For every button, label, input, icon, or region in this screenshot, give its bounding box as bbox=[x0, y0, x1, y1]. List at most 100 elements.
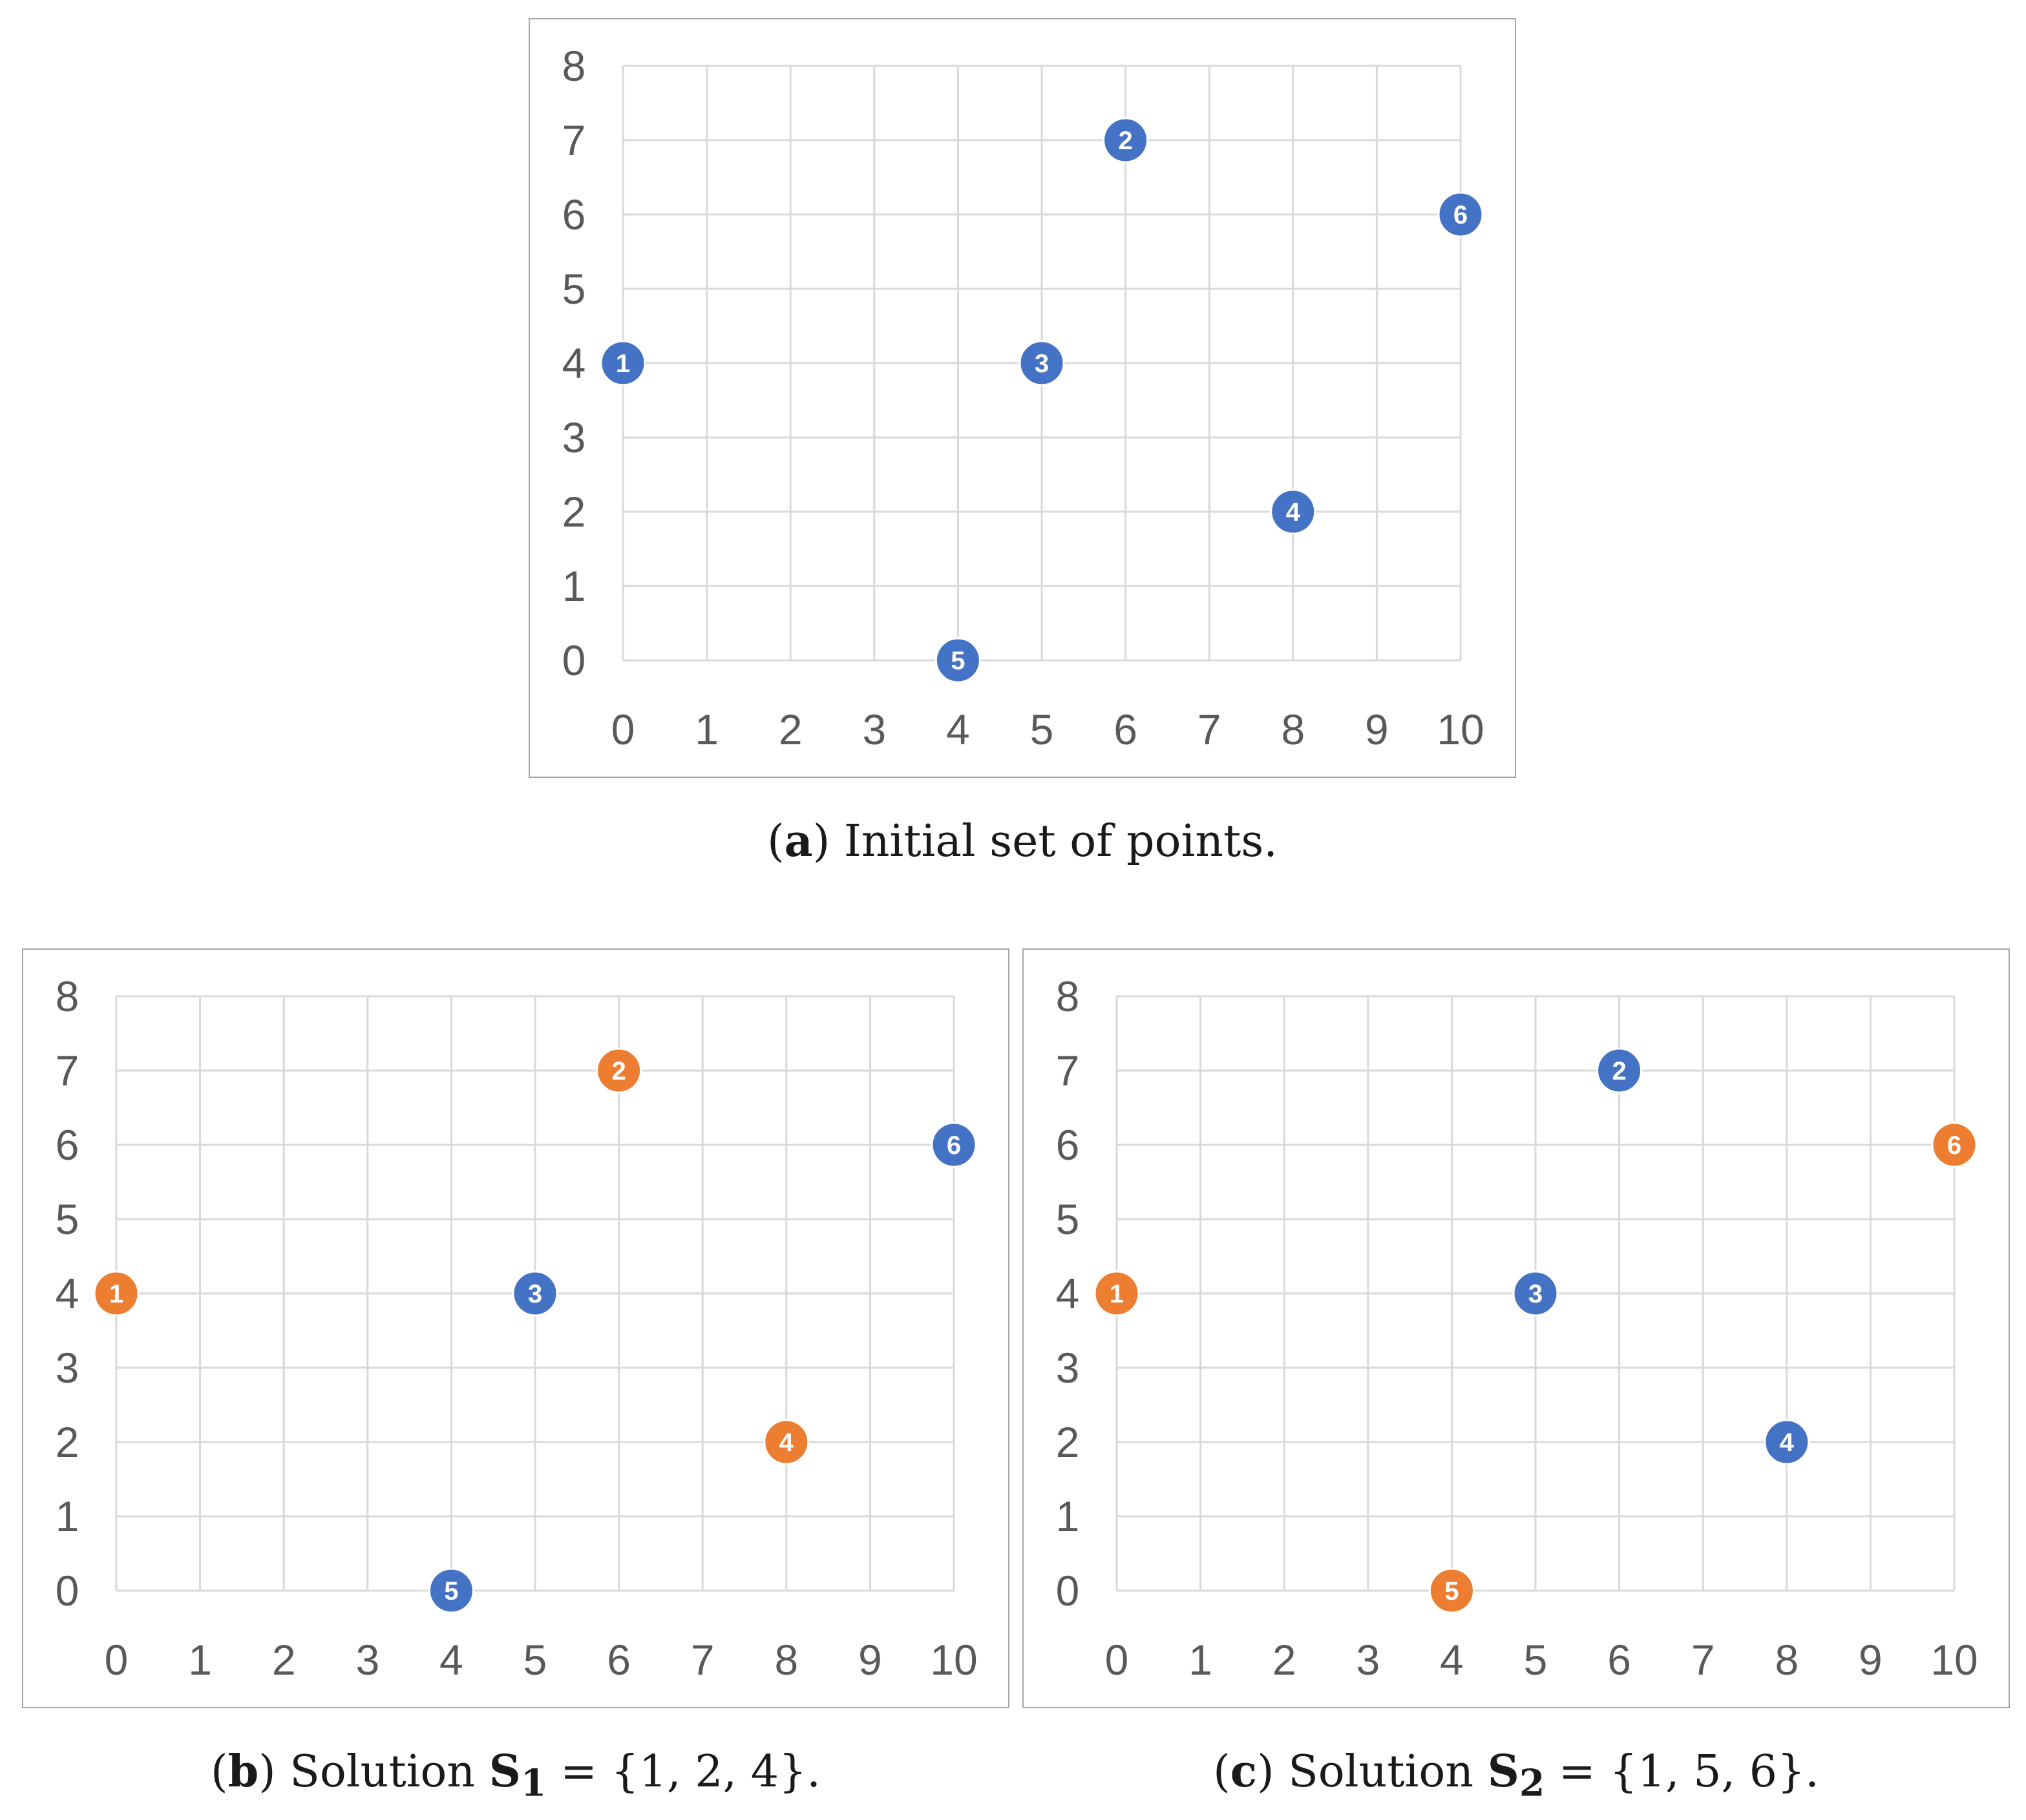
caption-c: (c) Solution S2 = {1, 5, 6}. bbox=[1213, 1746, 1819, 1805]
data-point-5: 5 bbox=[1428, 1567, 1475, 1614]
x-tick-label: 3 bbox=[862, 706, 886, 753]
data-point-label: 6 bbox=[947, 1131, 961, 1160]
y-tick-label: 8 bbox=[562, 42, 586, 90]
data-point-label: 3 bbox=[1528, 1280, 1543, 1308]
data-point-2: 2 bbox=[1103, 117, 1149, 163]
x-tick-label: 5 bbox=[1524, 1636, 1548, 1684]
data-point-4: 4 bbox=[1270, 488, 1316, 535]
x-tick-label: 0 bbox=[1105, 1636, 1129, 1684]
data-point-label: 2 bbox=[1612, 1057, 1626, 1085]
data-point-marker bbox=[428, 1567, 474, 1614]
data-point-marker bbox=[1093, 1270, 1140, 1317]
data-point-marker bbox=[596, 1047, 642, 1094]
x-tick-label: 10 bbox=[930, 1636, 977, 1684]
y-tick-label: 7 bbox=[1056, 1047, 1080, 1094]
data-point-6: 6 bbox=[1931, 1122, 1978, 1168]
data-point-marker bbox=[1018, 340, 1065, 386]
x-tick-label: 6 bbox=[607, 1636, 631, 1684]
y-tick-label: 4 bbox=[1056, 1270, 1080, 1317]
grid-lines bbox=[622, 65, 1462, 662]
chart-panel-c: 0 1 2 3 4 5 6 7 8 9 10 0 1 2 3 4 5 6 7 8 1 2 3 4 5 6 bbox=[1022, 948, 2010, 1708]
x-tick-label: 8 bbox=[1281, 706, 1305, 753]
x-tick-label: 5 bbox=[1030, 706, 1054, 753]
x-tick-label: 4 bbox=[946, 706, 970, 753]
y-tick-label: 8 bbox=[56, 972, 79, 1020]
x-tick-label: 1 bbox=[1188, 1636, 1212, 1684]
x-tick-label: 2 bbox=[1272, 1636, 1296, 1684]
data-point-6: 6 bbox=[931, 1122, 977, 1168]
data-point-4: 4 bbox=[1764, 1419, 1810, 1465]
data-point-marker bbox=[934, 637, 981, 684]
data-point-1: 1 bbox=[93, 1270, 140, 1317]
data-point-label: 4 bbox=[1286, 498, 1301, 527]
x-tick-label: 9 bbox=[1859, 1636, 1883, 1684]
chart-a-svg: 0 1 2 3 4 5 6 7 8 9 10 0 1 2 3 4 5 6 7 8 1 2 3 4 5 6 bbox=[562, 42, 1484, 753]
data-point-1: 1 bbox=[1093, 1270, 1140, 1317]
y-tick-label: 0 bbox=[1056, 1567, 1080, 1615]
y-tick-label: 7 bbox=[562, 116, 586, 164]
y-tick-label: 1 bbox=[562, 562, 586, 610]
data-point-marker bbox=[1270, 488, 1316, 535]
y-tick-label: 5 bbox=[562, 265, 586, 313]
data-point-3: 3 bbox=[1018, 340, 1065, 386]
data-point-3: 3 bbox=[1512, 1270, 1559, 1317]
y-tick-label: 6 bbox=[56, 1121, 79, 1169]
data-point-label: 2 bbox=[1118, 127, 1132, 155]
data-point-marker bbox=[1428, 1567, 1475, 1614]
data-point-marker bbox=[1764, 1419, 1810, 1465]
data-point-marker bbox=[93, 1270, 140, 1317]
data-point-marker bbox=[1437, 191, 1484, 238]
caption-b: (b) Solution S1 = {1, 2, 4}. bbox=[211, 1746, 821, 1805]
data-point-2: 2 bbox=[596, 1047, 642, 1094]
chart-b-svg: 0 1 2 3 4 5 6 7 8 9 10 0 1 2 3 4 5 6 7 8 1 2 3 4 5 6 bbox=[56, 972, 978, 1684]
data-point-label: 5 bbox=[951, 647, 965, 675]
data-point-marker bbox=[512, 1270, 558, 1317]
y-tick-label: 1 bbox=[1056, 1492, 1080, 1540]
data-point-label: 4 bbox=[1780, 1428, 1795, 1457]
x-tick-label: 8 bbox=[774, 1636, 798, 1684]
data-point-6: 6 bbox=[1437, 191, 1484, 238]
x-tick-label: 0 bbox=[105, 1636, 129, 1684]
data-point-marker bbox=[600, 340, 646, 386]
x-tick-label: 2 bbox=[272, 1636, 296, 1684]
chart-c-svg: 0 1 2 3 4 5 6 7 8 9 10 0 1 2 3 4 5 6 7 8 1 2 3 4 5 6 bbox=[1056, 972, 1978, 1684]
data-point-marker bbox=[1512, 1270, 1559, 1317]
x-tick-label: 6 bbox=[1113, 706, 1137, 753]
x-tick-label: 1 bbox=[188, 1636, 212, 1684]
x-tick-label: 5 bbox=[523, 1636, 547, 1684]
data-point-label: 3 bbox=[1035, 350, 1049, 378]
x-tick-label: 10 bbox=[1930, 1636, 1978, 1684]
data-point-2: 2 bbox=[1596, 1047, 1643, 1094]
data-point-label: 5 bbox=[444, 1577, 458, 1606]
y-tick-label: 0 bbox=[562, 636, 586, 684]
x-tick-label: 3 bbox=[355, 1636, 379, 1684]
data-point-label: 6 bbox=[1453, 201, 1468, 229]
data-point-1: 1 bbox=[600, 340, 646, 386]
grid-lines bbox=[115, 995, 955, 1592]
y-tick-label: 8 bbox=[1056, 972, 1080, 1020]
y-tick-label: 3 bbox=[56, 1344, 79, 1392]
data-point-4: 4 bbox=[763, 1419, 810, 1465]
data-point-label: 4 bbox=[779, 1428, 794, 1457]
data-point-label: 3 bbox=[528, 1280, 542, 1308]
data-point-3: 3 bbox=[512, 1270, 558, 1317]
x-tick-label: 0 bbox=[611, 706, 635, 753]
y-tick-label: 5 bbox=[56, 1195, 79, 1243]
y-tick-label: 6 bbox=[562, 191, 586, 238]
chart-panel-b: 0 1 2 3 4 5 6 7 8 9 10 0 1 2 3 4 5 6 7 8 1 2 3 4 5 6 bbox=[22, 948, 1009, 1708]
y-tick-label: 3 bbox=[562, 413, 586, 461]
x-tick-label: 2 bbox=[779, 706, 803, 753]
caption-a: (a) Initial set of points. bbox=[767, 815, 1278, 867]
y-tick-label: 4 bbox=[562, 339, 586, 387]
data-point-marker bbox=[1103, 117, 1149, 163]
y-tick-label: 1 bbox=[56, 1492, 79, 1540]
x-tick-label: 9 bbox=[858, 1636, 882, 1684]
x-tick-label: 7 bbox=[691, 1636, 715, 1684]
y-tick-label: 2 bbox=[1056, 1418, 1080, 1466]
x-tick-label: 4 bbox=[1440, 1636, 1464, 1684]
x-tick-label: 8 bbox=[1775, 1636, 1799, 1684]
y-tick-label: 4 bbox=[56, 1270, 79, 1317]
data-point-label: 1 bbox=[616, 350, 630, 378]
data-point-marker bbox=[763, 1419, 810, 1465]
data-point-label: 5 bbox=[1444, 1577, 1459, 1606]
